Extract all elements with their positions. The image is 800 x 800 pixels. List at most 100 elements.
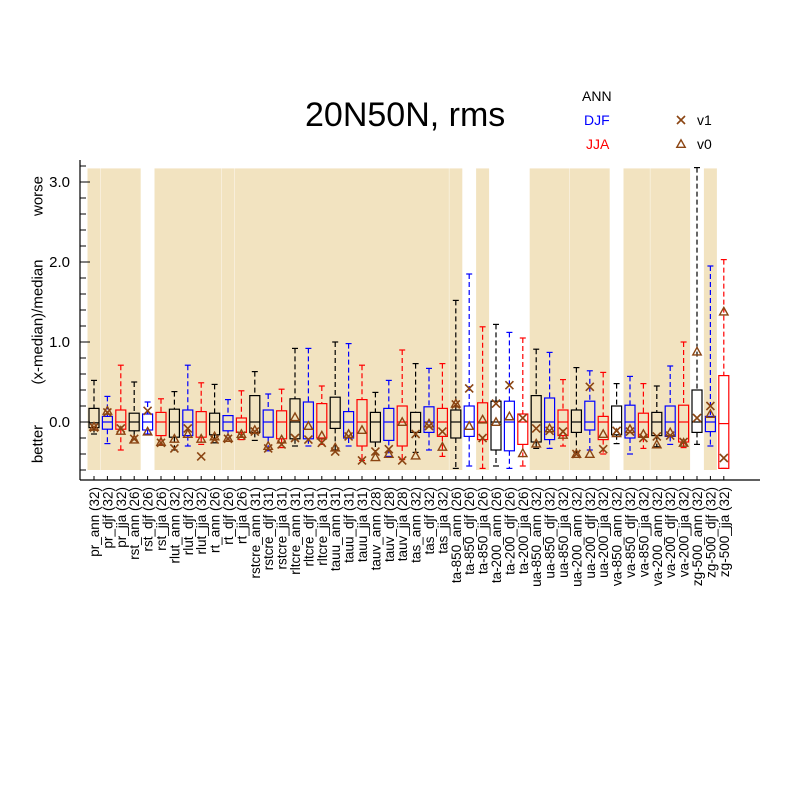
x-tick-label: tas_djf (32)	[422, 487, 437, 555]
marker-v0	[383, 448, 395, 459]
x-tick-label: tauv_jja (28)	[395, 487, 410, 561]
marker-v0	[477, 413, 488, 424]
marker-v1	[504, 380, 514, 390]
marker-v0	[289, 411, 301, 422]
x-tick-label: zg-500_jja (32)	[717, 487, 732, 577]
marker-v1	[531, 423, 541, 433]
marker-v1	[478, 433, 488, 443]
x-tick-label: zg-500_djf (32)	[703, 487, 718, 578]
x-tick-label: va-850_ann (32)	[610, 487, 625, 586]
marker-v1	[357, 455, 367, 465]
x-tick-label: rst_jja (26)	[154, 487, 169, 551]
marker-v0	[102, 405, 113, 415]
shaded-band-group-0	[87, 168, 101, 470]
box-tauv_djf	[383, 407, 395, 441]
marker-v0	[450, 397, 462, 408]
box-rst_jja	[155, 411, 167, 437]
x-tick-label: rlut_ann (32)	[167, 487, 182, 564]
x-tick-label: ua-200_djf (32)	[583, 487, 598, 579]
legend-v0-label: v0	[697, 136, 712, 152]
x-tick-label: ua-200_jja (32)	[596, 487, 611, 578]
x-tick-label: rlut_jja (32)	[194, 487, 209, 555]
marker-v0	[504, 410, 515, 421]
box-ua-200_djf	[584, 400, 596, 431]
x-tick-label: va-200_jja (32)	[677, 487, 692, 577]
marker-v0	[544, 422, 555, 433]
box-ua-850_jja	[557, 409, 569, 437]
x-tick-label: ta-850_ann (26)	[449, 487, 464, 583]
marker-v0	[209, 430, 220, 441]
marker-v0	[316, 429, 328, 440]
marker-v0	[182, 428, 194, 439]
y-tick-label: 2.0	[49, 254, 70, 271]
marker-v0	[262, 440, 274, 451]
marker-v1	[303, 435, 313, 445]
legend-v0-symbol	[675, 138, 687, 149]
x-tick-label: ta-200_djf (26)	[502, 487, 517, 575]
x-tick-label: rt_ann (26)	[208, 487, 223, 553]
marker-v0	[195, 433, 207, 443]
marker-v0	[222, 432, 234, 443]
box-rt_jja	[235, 417, 247, 433]
marker-v1	[598, 444, 608, 454]
y-tick-label: 0.0	[49, 414, 70, 431]
shaded-band-group-8	[476, 168, 490, 470]
box-zg-500_djf	[704, 415, 717, 433]
box-ta-200_djf	[503, 400, 515, 452]
x-tick-label: rstcre_djf (31)	[261, 487, 276, 570]
marker-v0	[115, 425, 127, 435]
box-ua-200_jja	[597, 415, 609, 441]
legend-ann-label: ANN	[582, 88, 612, 104]
x-tick-label: rltcre_jja (31)	[315, 487, 330, 566]
box-ta-850_djf	[463, 405, 475, 437]
marker-v1	[464, 383, 474, 393]
x-tick-label: tauu_jja (31)	[355, 487, 370, 562]
marker-v0	[423, 417, 435, 428]
marker-v1	[692, 413, 702, 423]
x-tick-label: ta-200_jja (26)	[516, 487, 531, 574]
marker-v0	[236, 428, 247, 439]
marker-v0	[624, 423, 636, 434]
box-tauu_ann	[329, 396, 341, 430]
marker-v0	[329, 441, 341, 452]
box-ua-850_djf	[543, 397, 556, 441]
box-rstcre_jja	[276, 410, 288, 440]
marker-v1	[518, 413, 528, 423]
x-tick-label: rltcre_ann (31)	[288, 487, 303, 575]
marker-v1	[411, 429, 421, 439]
x-tick-label: zg-500_ann (32)	[690, 487, 705, 586]
legend-v1-label: v1	[697, 112, 712, 128]
x-tick-label: ta-850_jja (26)	[476, 487, 491, 574]
box-ta-850_jja	[477, 402, 489, 441]
x-tick-label: ta-850_djf (26)	[462, 487, 477, 575]
x-tick-label: rlut_djf (32)	[181, 487, 196, 555]
marker-v0	[517, 447, 529, 458]
marker-v0	[303, 420, 314, 431]
marker-v0	[705, 408, 716, 419]
x-tick-label: tauu_ann (31)	[328, 487, 343, 571]
shaded-band-group-14	[650, 168, 691, 470]
marker-v0	[638, 428, 649, 439]
marker-v0	[142, 425, 153, 436]
box-rlut_jja	[195, 411, 207, 438]
marker-v0	[249, 424, 261, 435]
x-tick-label: tas_jja (32)	[435, 487, 450, 554]
marker-v0	[490, 416, 502, 427]
marker-v0	[410, 449, 421, 460]
legend-jja-label: JJA	[586, 136, 610, 152]
marker-v1	[143, 406, 153, 416]
shaded-band-group-16	[703, 168, 717, 470]
x-tick-label: va-850_djf (32)	[623, 487, 638, 578]
marker-v0	[691, 345, 703, 356]
shaded-band-group-3	[154, 168, 222, 470]
marker-v0	[597, 428, 609, 439]
box-rt_ann	[209, 412, 221, 436]
marker-v0	[651, 438, 663, 449]
x-tick-label: rstcre_jja (31)	[275, 487, 290, 570]
x-tick-label: tauv_ann (28)	[368, 487, 383, 570]
shaded-band-group-13	[623, 168, 650, 470]
marker-v1	[397, 455, 407, 465]
marker-v1	[102, 407, 112, 417]
marker-v0	[356, 424, 368, 435]
